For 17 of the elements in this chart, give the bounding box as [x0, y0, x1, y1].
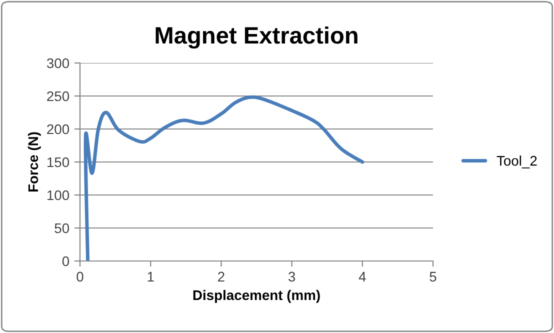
- x-tick-label: 0: [76, 272, 84, 282]
- y-axis-title: Force (N): [28, 132, 41, 192]
- x-tick-label: 2: [218, 272, 224, 282]
- y-tick-label: 300: [46, 58, 70, 68]
- x-tick-label: 4: [358, 272, 366, 282]
- y-tick-label: 100: [47, 190, 70, 200]
- y-tick-label: 50: [54, 223, 70, 234]
- x-tick-label: 1: [148, 272, 154, 282]
- y-tick-label: 0: [62, 256, 70, 266]
- y-tick-label: 250: [47, 91, 70, 102]
- y-tick-label: 150: [47, 157, 70, 168]
- chart-title: Magnet Extraction: [156, 26, 358, 49]
- y-tick-label: 200: [47, 124, 70, 134]
- x-tick-label: 5: [430, 272, 436, 282]
- legend-label: Tool_2: [496, 156, 537, 168]
- x-tick-label: 3: [288, 272, 296, 282]
- x-axis-title: Displacement (mm): [193, 290, 320, 303]
